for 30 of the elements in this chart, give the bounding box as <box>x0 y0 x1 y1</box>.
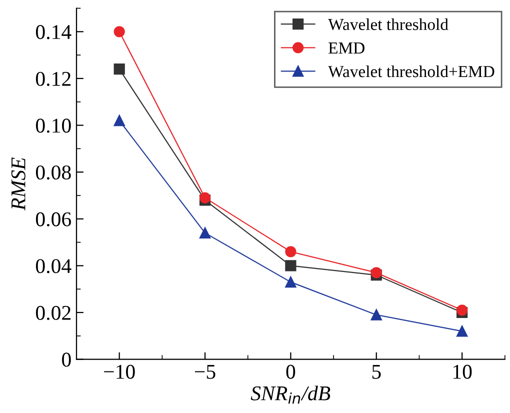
point <box>114 115 125 126</box>
y-tick-label: 0 <box>62 352 71 367</box>
y-tick-label: 0.02 <box>36 306 70 320</box>
y-tick-label: 0.06 <box>36 212 72 226</box>
y-tick-label: 0.08 <box>36 165 71 180</box>
y-axis-title: RMSE <box>11 158 26 211</box>
x-tick-label: −5 <box>194 364 216 379</box>
point <box>456 326 468 337</box>
x-tick-label: 10 <box>453 364 472 379</box>
point <box>199 227 211 238</box>
legend-label: EMD <box>328 42 364 54</box>
x-tick-label: 0 <box>286 364 296 379</box>
point <box>114 64 125 75</box>
point <box>370 267 382 278</box>
legend-label: Wavelet threshold+EMD <box>328 65 494 78</box>
point <box>199 192 211 204</box>
y-tick-label: 0.14 <box>36 25 72 40</box>
y-tick-label: 0.12 <box>36 72 70 86</box>
point <box>285 246 296 258</box>
x-tick-label: −10 <box>104 364 135 379</box>
point <box>285 276 296 288</box>
x-axis-title: SNR$_{in}$/dB <box>250 386 330 404</box>
y-tick-label: 0.10 <box>36 118 71 133</box>
point <box>370 309 382 320</box>
y-tick-label: 0.04 <box>36 259 72 274</box>
point <box>456 304 468 316</box>
point <box>114 26 125 38</box>
x-tick-label: 5 <box>372 364 381 379</box>
point <box>285 260 296 272</box>
legend-label: Wavelet threshold <box>328 18 448 30</box>
